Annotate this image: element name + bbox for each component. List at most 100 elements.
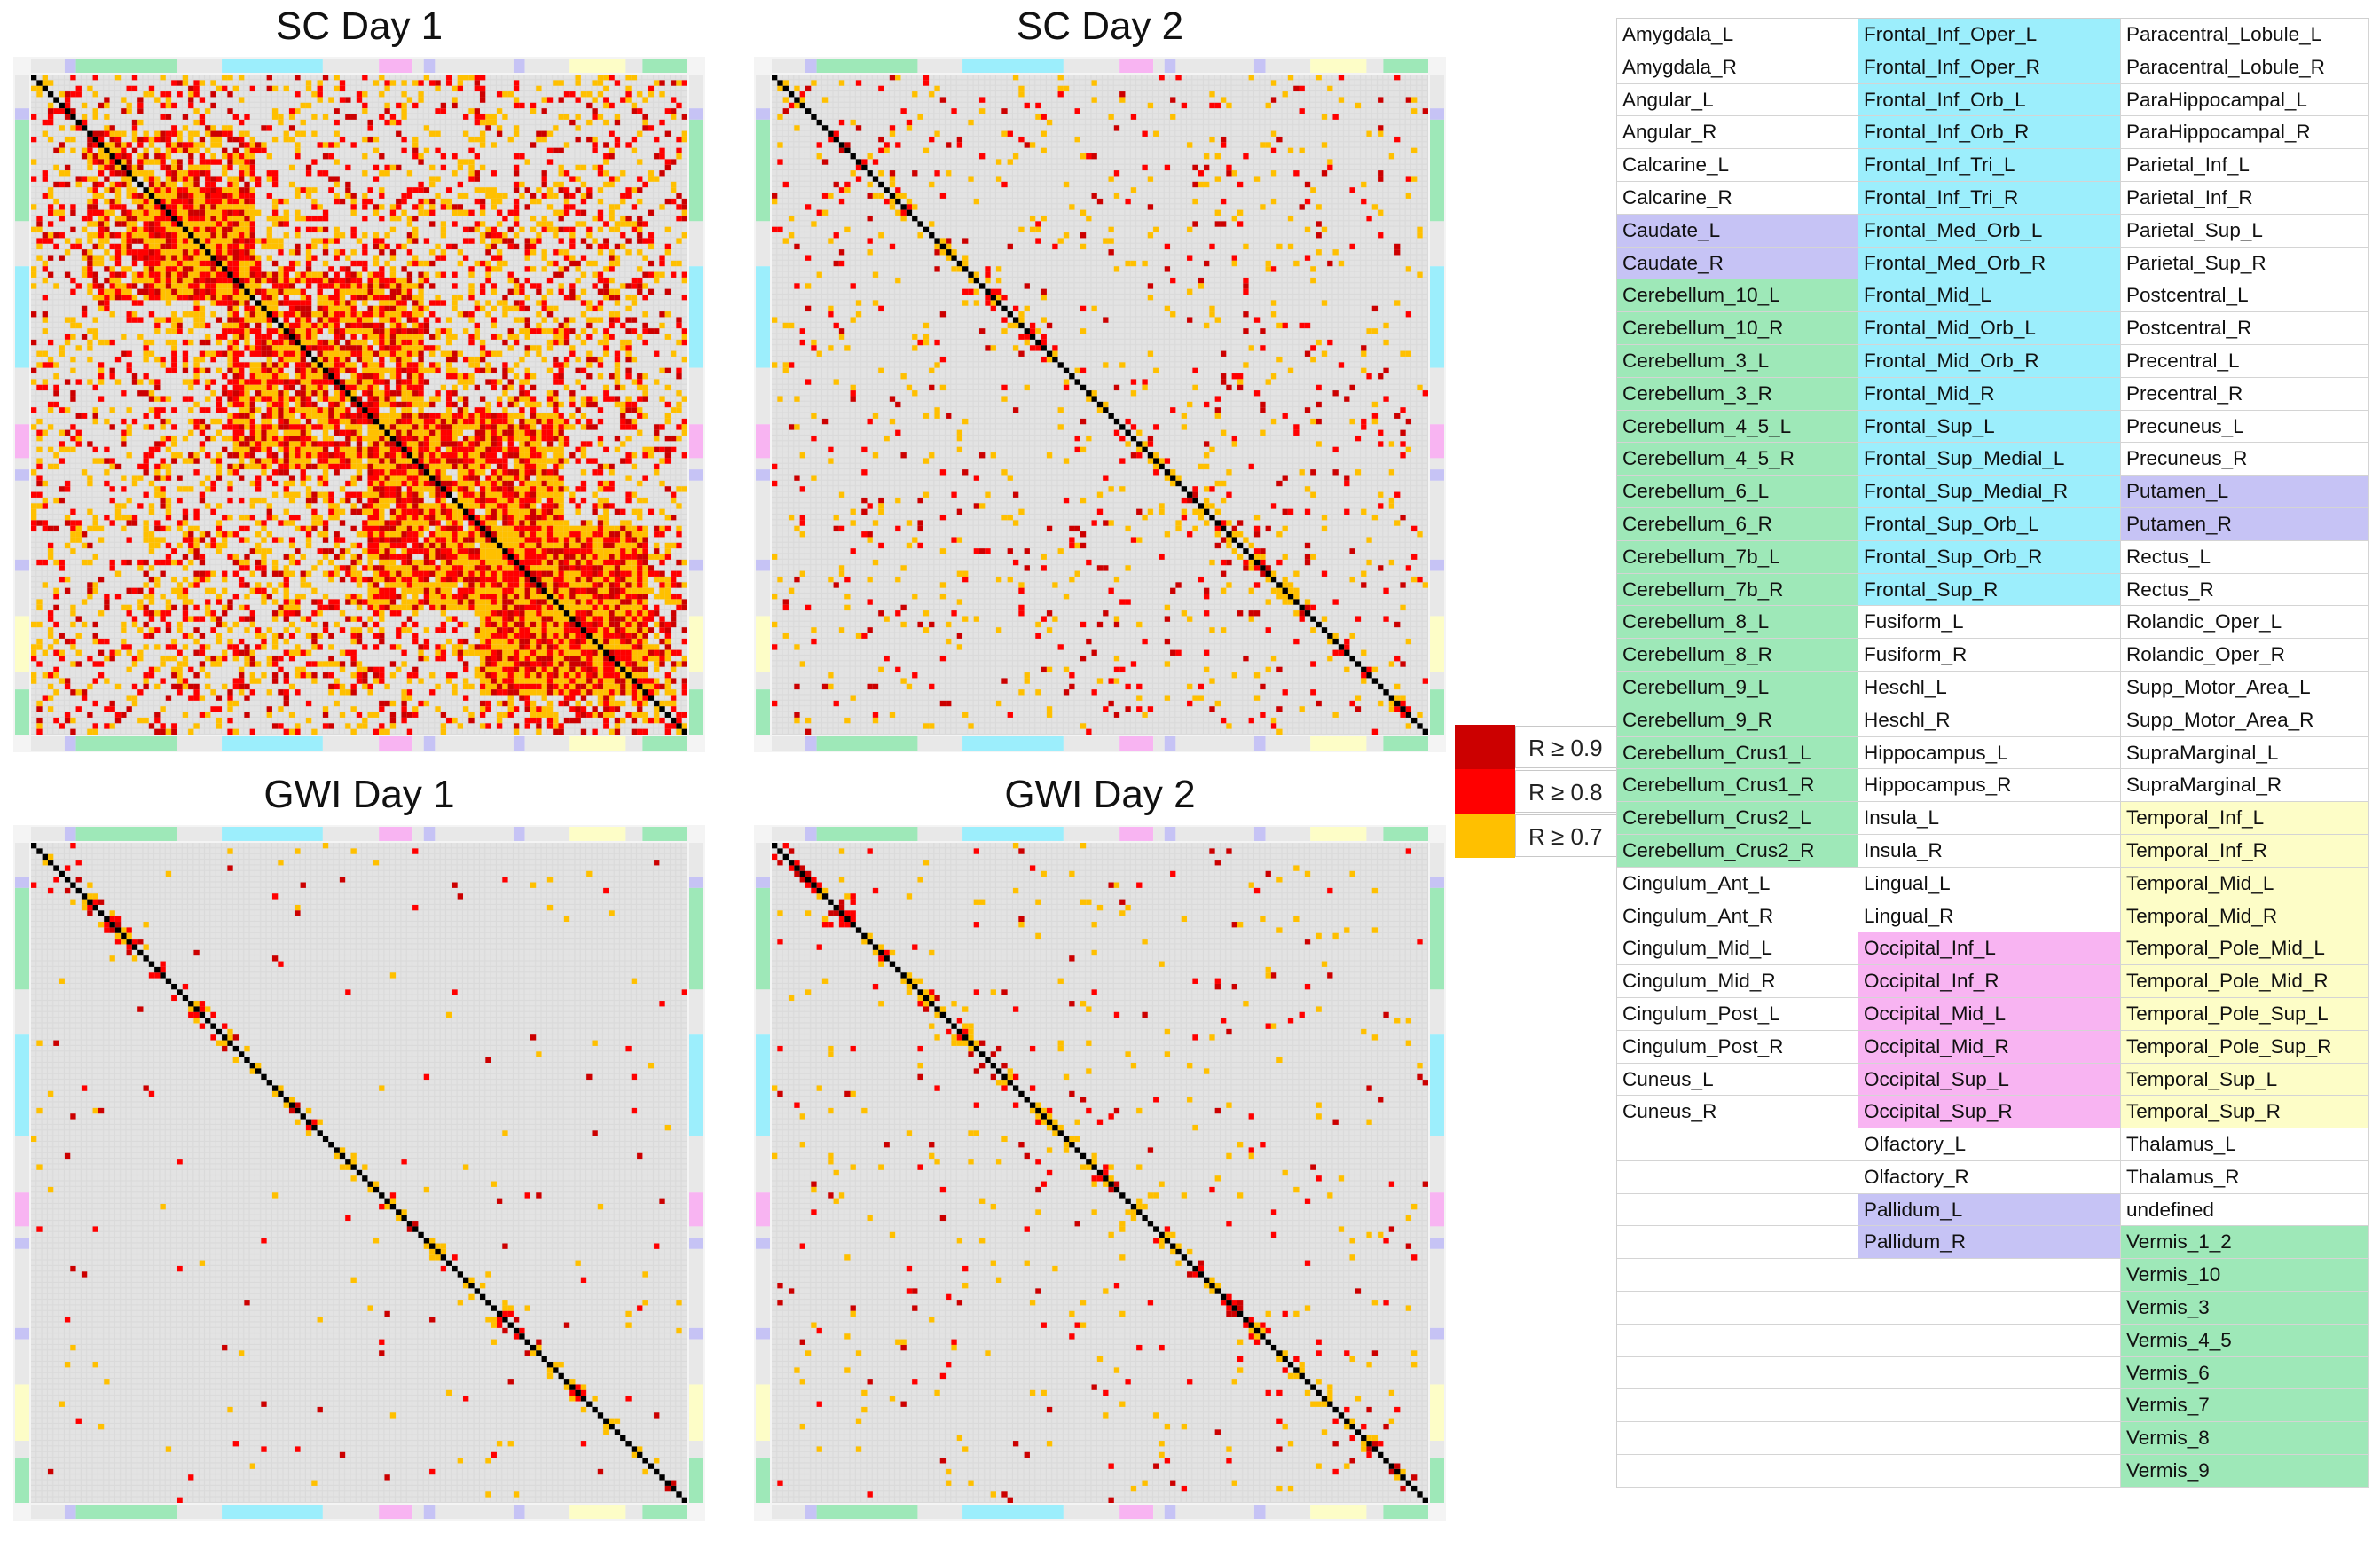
- cell-mark: [379, 633, 385, 639]
- cell-mark: [563, 170, 570, 177]
- cell-mark: [148, 283, 155, 289]
- cell-mark: [126, 350, 132, 357]
- cell-mark: [350, 390, 357, 397]
- cell-mark: [580, 339, 587, 346]
- cell-mark: [53, 621, 59, 628]
- cell-mark: [87, 339, 93, 346]
- cell-mark: [401, 565, 407, 571]
- cell-mark: [271, 401, 279, 408]
- cell-mark: [479, 413, 486, 419]
- cell-mark: [193, 80, 200, 86]
- cell-mark: [232, 644, 240, 650]
- cell-mark: [362, 548, 368, 554]
- cell-mark: [239, 288, 245, 295]
- cell-mark: [513, 221, 520, 227]
- cell-mark: [288, 515, 295, 521]
- cell-mark: [384, 108, 390, 114]
- cell-mark: [412, 136, 419, 143]
- cell-mark: [328, 683, 334, 690]
- cell-mark: [524, 429, 530, 436]
- cell-mark: [114, 255, 122, 261]
- cell-mark: [205, 125, 211, 131]
- cell-mark: [171, 271, 177, 278]
- cell-mark: [109, 373, 115, 380]
- cell-mark: [592, 80, 598, 86]
- cell-mark: [507, 446, 514, 453]
- cell-mark: [249, 616, 255, 622]
- cell-mark: [182, 80, 189, 86]
- cell-mark: [322, 170, 329, 177]
- cell-mark: [143, 413, 149, 419]
- cell-mark: [546, 413, 554, 419]
- cell-mark: [53, 181, 59, 188]
- axis-band-bottom: [412, 736, 424, 751]
- cell-mark: [362, 322, 368, 329]
- cell-mark: [81, 147, 88, 154]
- cell-mark: [261, 424, 267, 430]
- cell-mark: [288, 655, 295, 662]
- cell-mark: [137, 97, 144, 103]
- cell-mark: [283, 339, 289, 346]
- cell-mark: [160, 136, 166, 143]
- cell-mark: [92, 193, 98, 199]
- cell-mark: [485, 452, 491, 459]
- cell-mark: [614, 176, 621, 182]
- cell-mark: [121, 350, 127, 357]
- cell-mark: [491, 243, 497, 250]
- cell-mark: [609, 255, 615, 261]
- cell-mark: [244, 271, 250, 278]
- cell-mark: [70, 537, 76, 543]
- cell-mark: [435, 193, 441, 199]
- axis-band-bottom: [435, 736, 514, 751]
- cell-mark: [271, 515, 279, 521]
- cell-mark: [496, 130, 503, 137]
- cell-mark: [261, 429, 267, 436]
- cell-mark: [379, 277, 385, 284]
- cell-mark: [87, 187, 93, 193]
- cell-mark: [328, 548, 334, 554]
- cell-mark: [266, 689, 272, 696]
- cell-mark: [389, 209, 397, 216]
- cell-mark: [47, 114, 54, 120]
- cell-mark: [429, 435, 436, 442]
- cell-mark: [121, 295, 127, 301]
- cell-mark: [401, 525, 407, 532]
- axis-band-bottom: [569, 736, 626, 751]
- cell-mark: [255, 429, 262, 436]
- cell-mark: [373, 384, 380, 391]
- cell-mark: [379, 75, 385, 81]
- cell-mark: [295, 491, 301, 498]
- cell-mark: [609, 215, 615, 222]
- cell-mark: [70, 508, 76, 515]
- cell-mark: [199, 119, 206, 126]
- cell-mark: [339, 429, 346, 436]
- cell-mark: [227, 193, 233, 199]
- cell-mark: [563, 435, 570, 442]
- cell-mark: [177, 170, 183, 177]
- cell-mark: [457, 446, 464, 453]
- cell-mark: [468, 435, 475, 442]
- cell-mark: [305, 193, 312, 199]
- cell-mark: [182, 209, 189, 216]
- cell-mark: [642, 97, 648, 103]
- cell-mark: [631, 75, 638, 81]
- cell-mark: [283, 604, 289, 611]
- cell-mark: [379, 706, 385, 712]
- cell-mark: [592, 215, 598, 222]
- cell-mark: [317, 271, 323, 278]
- cell-mark: [384, 604, 390, 611]
- cell-mark: [193, 317, 200, 323]
- cell-mark: [42, 350, 48, 357]
- cell-mark: [592, 147, 598, 154]
- cell-mark: [216, 255, 223, 261]
- cell-mark: [131, 300, 138, 306]
- cell-mark: [345, 594, 351, 600]
- cell-mark: [334, 452, 340, 459]
- cell-mark: [350, 616, 357, 622]
- cell-mark: [239, 277, 245, 284]
- cell-mark: [637, 198, 643, 205]
- cell-mark: [541, 429, 547, 436]
- cell-mark: [295, 130, 301, 137]
- cell-mark: [389, 515, 397, 521]
- cell-mark: [295, 260, 301, 267]
